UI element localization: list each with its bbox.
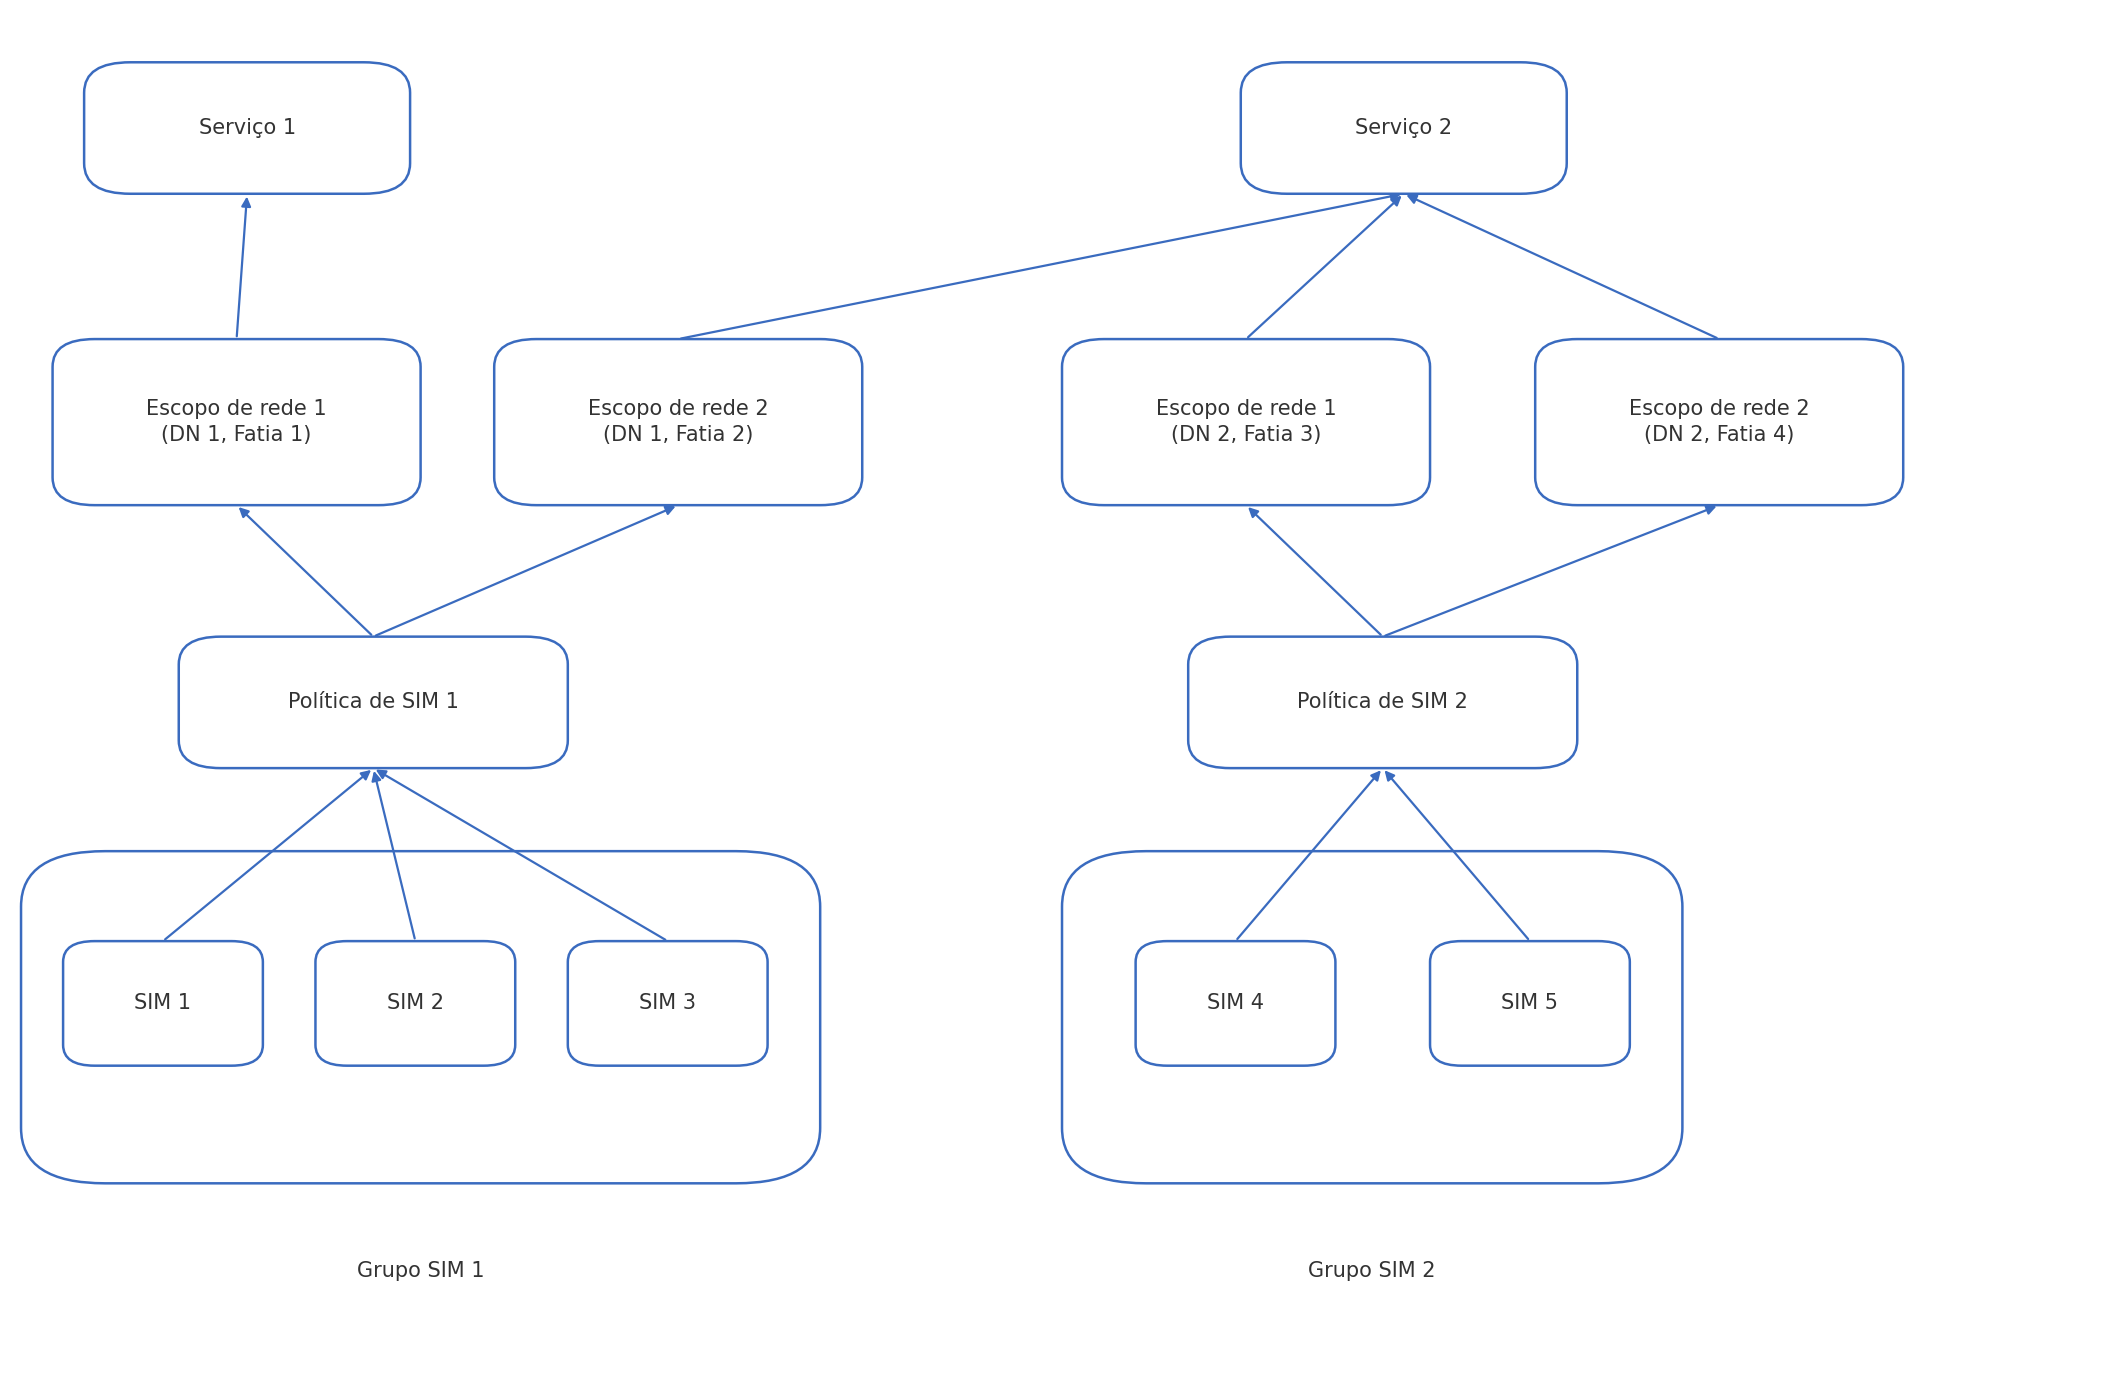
- FancyBboxPatch shape: [84, 62, 410, 194]
- Text: Escopo de rede 1
(DN 1, Fatia 1): Escopo de rede 1 (DN 1, Fatia 1): [147, 399, 326, 446]
- FancyBboxPatch shape: [63, 941, 263, 1066]
- Text: Grupo SIM 2: Grupo SIM 2: [1308, 1261, 1436, 1280]
- Text: SIM 5: SIM 5: [1502, 994, 1558, 1013]
- Text: Política de SIM 1: Política de SIM 1: [288, 692, 458, 713]
- FancyBboxPatch shape: [1062, 339, 1430, 505]
- FancyBboxPatch shape: [1535, 339, 1903, 505]
- FancyBboxPatch shape: [568, 941, 768, 1066]
- Text: SIM 2: SIM 2: [387, 994, 444, 1013]
- Text: Grupo SIM 1: Grupo SIM 1: [358, 1261, 484, 1280]
- FancyBboxPatch shape: [1136, 941, 1335, 1066]
- Text: Escopo de rede 1
(DN 2, Fatia 3): Escopo de rede 1 (DN 2, Fatia 3): [1157, 399, 1335, 446]
- FancyBboxPatch shape: [1430, 941, 1630, 1066]
- Text: SIM 4: SIM 4: [1207, 994, 1264, 1013]
- Text: Escopo de rede 2
(DN 2, Fatia 4): Escopo de rede 2 (DN 2, Fatia 4): [1630, 399, 1809, 446]
- FancyBboxPatch shape: [21, 851, 820, 1183]
- FancyBboxPatch shape: [1188, 637, 1577, 768]
- Text: Serviço 2: Serviço 2: [1354, 118, 1453, 138]
- FancyBboxPatch shape: [315, 941, 515, 1066]
- FancyBboxPatch shape: [53, 339, 421, 505]
- FancyBboxPatch shape: [494, 339, 862, 505]
- Text: Política de SIM 2: Política de SIM 2: [1298, 692, 1468, 713]
- FancyBboxPatch shape: [1062, 851, 1682, 1183]
- Text: Escopo de rede 2
(DN 1, Fatia 2): Escopo de rede 2 (DN 1, Fatia 2): [589, 399, 768, 446]
- FancyBboxPatch shape: [179, 637, 568, 768]
- Text: SIM 1: SIM 1: [135, 994, 191, 1013]
- FancyBboxPatch shape: [1241, 62, 1567, 194]
- Text: Serviço 1: Serviço 1: [198, 118, 297, 138]
- Text: SIM 3: SIM 3: [639, 994, 696, 1013]
